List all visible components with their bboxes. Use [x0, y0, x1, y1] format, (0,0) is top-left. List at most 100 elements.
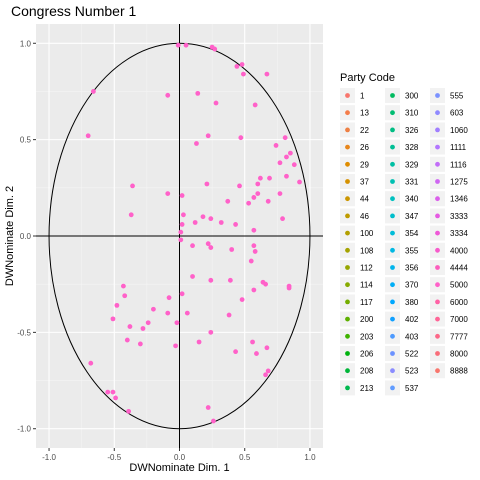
data-point: [178, 237, 184, 243]
data-point: [229, 247, 235, 252]
data-point: [175, 42, 181, 48]
legend-label: 117: [360, 298, 373, 307]
data-point: [110, 389, 116, 395]
legend-item: 329: [385, 156, 419, 172]
data-point: [227, 277, 233, 283]
x-tick-label: -1.0: [42, 453, 56, 462]
data-point: [190, 243, 195, 249]
legend-label: 354: [405, 229, 419, 238]
legend-swatch: [435, 247, 440, 253]
legend-label: 213: [360, 384, 374, 393]
data-point: [85, 133, 91, 139]
legend-item: 46: [340, 208, 369, 224]
data-point: [178, 229, 184, 235]
legend-item: 8888: [430, 363, 468, 379]
data-point: [241, 71, 246, 77]
legend-item: 355: [385, 242, 419, 258]
data-point: [238, 135, 244, 141]
legend-swatch: [390, 110, 395, 116]
legend-item: 347: [385, 208, 419, 224]
legend-label: 347: [405, 212, 419, 221]
data-point: [184, 310, 190, 316]
legend-swatch: [390, 333, 395, 339]
data-point: [208, 329, 214, 335]
x-tick-label: 1.0: [304, 453, 316, 462]
data-point: [263, 372, 268, 378]
x-axis-ticks: -1.0 -0.5 0.0 0.5 1.0: [42, 448, 316, 462]
legend-item: 1111: [430, 139, 467, 155]
legend-label: 6000: [450, 298, 468, 307]
data-point: [91, 89, 96, 94]
legend-item: 340: [385, 191, 419, 207]
legend-swatch: [345, 247, 350, 253]
data-point: [140, 326, 146, 331]
legend-item: 3333: [430, 208, 468, 224]
legend-item: 4444: [430, 260, 468, 275]
legend-swatch: [435, 144, 440, 150]
legend-label: 328: [405, 143, 419, 152]
data-point: [195, 90, 201, 96]
legend-swatch: [345, 213, 350, 219]
data-point: [114, 302, 120, 308]
legend-item: 22: [340, 122, 369, 138]
data-point: [183, 42, 189, 48]
legend-item: 354: [385, 225, 419, 241]
legend-swatch: [345, 161, 350, 167]
legend-item: 5000: [430, 277, 468, 293]
legend-label: 200: [360, 315, 374, 324]
legend-swatch: [435, 230, 440, 236]
data-point: [282, 135, 288, 141]
legend-swatch: [345, 368, 350, 374]
legend-label: 8888: [450, 367, 468, 376]
x-tick-label: 0.0: [174, 453, 186, 462]
legend-swatch: [345, 179, 350, 184]
data-point: [237, 183, 242, 189]
legend-swatch: [345, 93, 350, 98]
legend-swatch: [345, 385, 350, 391]
legend-item: 13: [340, 105, 369, 121]
legend-label: 108: [360, 246, 374, 255]
data-point: [208, 216, 214, 222]
legend-item: 108: [340, 242, 374, 258]
legend-label: 29: [360, 160, 369, 169]
legend-label: 370: [405, 281, 419, 290]
legend-label: 329: [405, 160, 419, 169]
legend-label: 380: [405, 298, 419, 307]
legend-label: 537: [405, 384, 419, 393]
data-point: [284, 154, 289, 160]
legend-swatch: [390, 161, 395, 167]
legend-item: 310: [385, 105, 419, 121]
data-point: [137, 341, 143, 347]
legend-item: 29: [340, 156, 369, 172]
legend-swatch: [390, 265, 395, 270]
chart-title: Congress Number 1: [11, 3, 136, 19]
data-point: [226, 312, 232, 318]
legend-item: 7000: [430, 311, 468, 327]
legend-label: 402: [405, 315, 419, 324]
legend-swatch: [435, 316, 440, 322]
data-point: [145, 320, 151, 326]
legend-item: 3334: [430, 225, 468, 241]
legend-item: 537: [385, 380, 419, 396]
data-point: [287, 150, 293, 156]
data-point: [297, 179, 302, 185]
legend-swatch: [345, 144, 350, 150]
legend-label: 8000: [450, 350, 468, 359]
data-point: [205, 405, 211, 410]
data-point: [179, 222, 185, 227]
data-point: [130, 183, 135, 189]
legend-item: 213: [340, 380, 374, 396]
data-point: [205, 241, 211, 247]
legend-label: 403: [405, 332, 419, 341]
y-tick-label: 0.5: [20, 136, 32, 145]
legend-item: 555: [430, 88, 464, 103]
data-point: [208, 245, 214, 250]
legend-swatch: [390, 144, 395, 150]
data-point: [126, 408, 132, 414]
data-point: [211, 418, 216, 424]
legend-swatch: [435, 179, 440, 184]
legend-swatch: [390, 179, 395, 184]
data-point: [251, 227, 257, 233]
legend-swatch: [435, 282, 440, 288]
